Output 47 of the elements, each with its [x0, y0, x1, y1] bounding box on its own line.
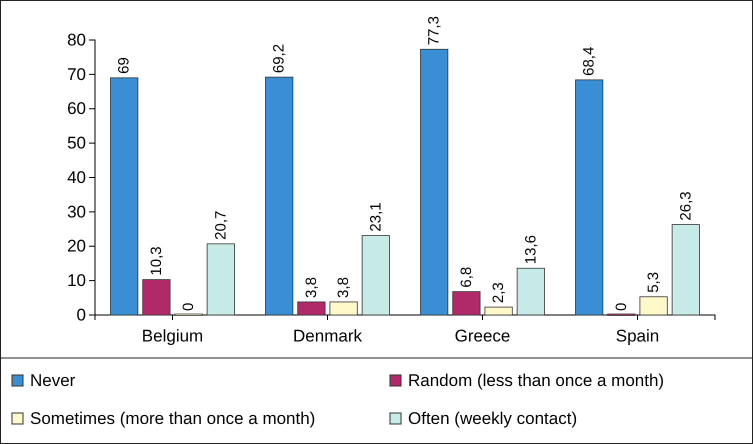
y-tick-label: 30 — [67, 202, 86, 222]
bar — [516, 268, 545, 316]
data-label: 26,3 — [677, 191, 694, 221]
y-tick-label: 70 — [67, 64, 86, 84]
bar — [330, 302, 358, 316]
legend-label: Often (weekly contact) — [408, 409, 578, 428]
data-label: 68,4 — [580, 46, 598, 76]
data-label: 77,3 — [426, 16, 443, 46]
data-label: 69 — [116, 57, 133, 74]
bar — [672, 224, 700, 316]
x-tick-label: Greece — [454, 326, 510, 346]
data-label: 2,3 — [490, 282, 508, 304]
y-tick-label: 20 — [67, 236, 86, 256]
data-label: 0 — [612, 302, 630, 311]
bar — [362, 235, 390, 316]
data-label: 23,1 — [367, 202, 384, 232]
x-tick-label: Spain — [616, 326, 660, 346]
y-tick-label: 50 — [67, 134, 86, 153]
data-label: 0 — [180, 302, 198, 311]
x-tick-label: Denmark — [293, 326, 362, 346]
bar — [206, 243, 235, 316]
data-label: 13,6 — [522, 235, 540, 264]
data-label: 10,3 — [148, 246, 165, 276]
y-tick-label: 0 — [76, 305, 86, 324]
data-label: 3,8 — [302, 277, 320, 298]
bar — [575, 79, 604, 316]
legend-label: Never — [30, 371, 76, 390]
bar — [640, 296, 668, 316]
bar — [484, 306, 513, 316]
bar — [297, 302, 326, 316]
data-label: 3,8 — [335, 277, 352, 298]
bar — [265, 76, 294, 316]
bar — [142, 279, 170, 316]
data-label: 20,7 — [212, 210, 230, 240]
legend-label: Random (less than once a month) — [408, 371, 664, 390]
y-tick-label: 60 — [67, 99, 86, 118]
y-tick-label: 40 — [67, 168, 86, 187]
x-tick-label: Belgium — [142, 326, 204, 346]
data-label: 69,2 — [270, 44, 288, 74]
bar — [452, 291, 480, 316]
data-label: 5,3 — [645, 272, 662, 293]
legend-label: Sometimes (more than once a month) — [30, 409, 316, 428]
data-label: 6,8 — [458, 266, 475, 288]
y-tick-label: 80 — [67, 30, 86, 50]
bar — [420, 48, 448, 316]
bar — [110, 77, 138, 316]
y-tick-label: 10 — [67, 271, 86, 290]
